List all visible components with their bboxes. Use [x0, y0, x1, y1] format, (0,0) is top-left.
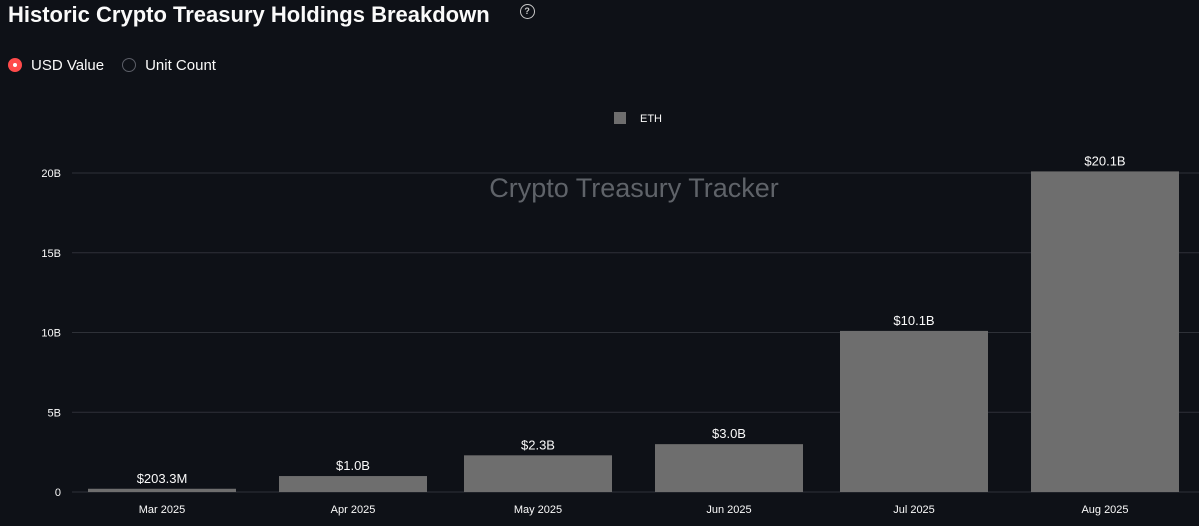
bar-data-label: $203.3M: [137, 471, 188, 486]
bar: [1031, 171, 1179, 492]
header: Historic Crypto Treasury Holdings Breakd…: [8, 0, 535, 30]
x-tick-label: Apr 2025: [331, 504, 376, 516]
bar-data-label: $20.1B: [1084, 153, 1125, 168]
x-tick-label: Mar 2025: [139, 504, 185, 516]
y-tick-label: 20B: [41, 168, 61, 180]
bar-data-label: $2.3B: [521, 437, 555, 452]
radio-button-unit-count[interactable]: [122, 58, 137, 72]
x-tick-label: Jun 2025: [706, 504, 751, 516]
bar: [88, 488, 236, 492]
radio-label-unit-count: Unit Count: [145, 56, 216, 74]
x-tick-label: May 2025: [514, 504, 562, 516]
radio-usd-value[interactable]: USD Value: [8, 57, 104, 74]
y-tick-label: 15B: [41, 248, 61, 260]
bar: [464, 455, 612, 492]
radio-button-usd-value[interactable]: [8, 58, 22, 72]
view-toggle-radio-group: USD Value Unit Count: [8, 54, 234, 76]
bar: [655, 444, 803, 492]
bar-data-label: $10.1B: [893, 313, 934, 328]
question-circle-icon[interactable]: ?: [519, 3, 535, 19]
x-tick-label: Jul 2025: [893, 504, 935, 516]
legend-swatch: [614, 112, 626, 124]
bar-data-label: $3.0B: [712, 426, 746, 441]
legend-label: ETH: [640, 113, 662, 125]
radio-label-usd-value: USD Value: [31, 56, 105, 74]
bar: [279, 476, 427, 492]
chart-watermark: Crypto Treasury Tracker: [489, 173, 779, 203]
bar: [840, 330, 988, 492]
y-tick-label: 0: [55, 487, 61, 499]
page-title: Historic Crypto Treasury Holdings Breakd…: [8, 2, 490, 27]
y-tick-label: 5B: [48, 407, 61, 419]
y-tick-label: 10B: [41, 328, 61, 340]
bar-data-label: $1.0B: [336, 458, 370, 473]
radio-unit-count[interactable]: Unit Count: [122, 57, 216, 74]
x-tick-label: Aug 2025: [1081, 504, 1128, 516]
